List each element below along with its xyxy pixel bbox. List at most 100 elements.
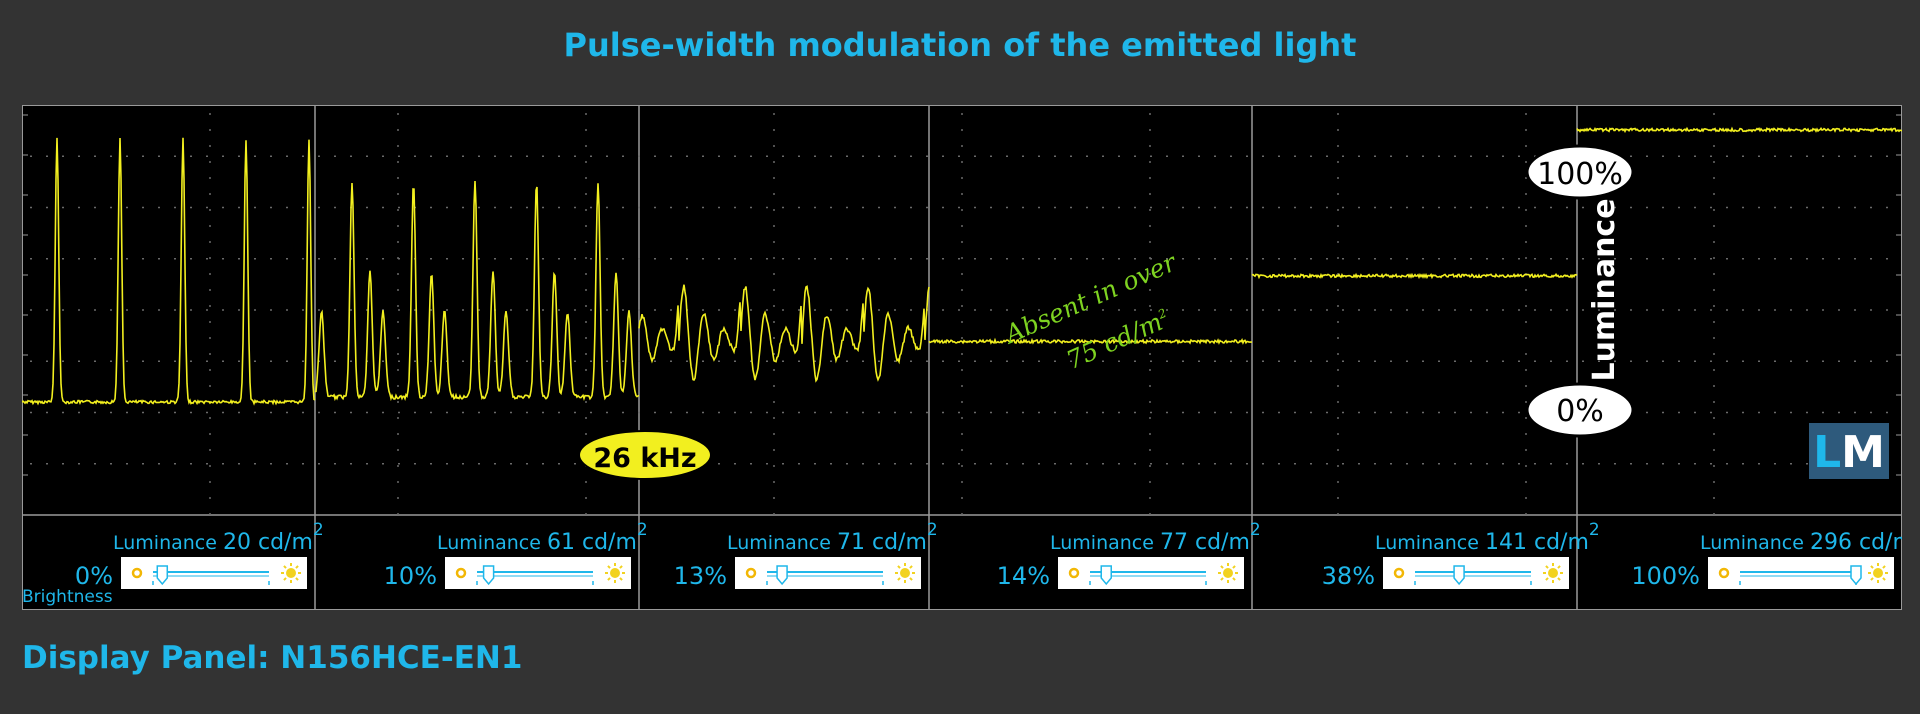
luminance-prefix: Luminance: [113, 532, 223, 554]
luminance-sup: 2: [637, 520, 648, 540]
luminance-label: Luminance 77 cd/m2: [1050, 520, 1261, 555]
luminance-label: Luminance 296 cd/m2: [1700, 520, 1902, 555]
luminance-label: Luminance 61 cd/m2: [437, 520, 648, 555]
luminance-prefix: Luminance: [437, 532, 547, 554]
luminance-label: Luminance 20 cd/m2: [113, 520, 324, 555]
lm-logo: LM: [1813, 427, 1885, 478]
scope-grid: [22, 105, 1902, 610]
luminance-sup: 2: [927, 520, 938, 540]
sun-ray: [1882, 577, 1886, 581]
luminance-sup: 2: [1589, 520, 1600, 540]
sun-ray: [1557, 577, 1561, 581]
sun-ray: [1545, 565, 1549, 569]
luminance-value: 296 cd/m: [1810, 530, 1902, 555]
dim-sun-icon: [455, 567, 467, 579]
sun-ray: [1870, 577, 1874, 581]
luminance-prefix: Luminance: [727, 532, 837, 554]
luminance-value: 141 cd/m: [1485, 530, 1589, 555]
dim-sun-icon: [745, 567, 757, 579]
bright-sun-icon: [1548, 568, 1558, 578]
sun-ray: [897, 577, 901, 581]
luminance-sup: 2: [1250, 520, 1261, 540]
brightness-caption: Brightness: [22, 587, 113, 607]
sun-ray: [619, 577, 623, 581]
sun-ray: [607, 565, 611, 569]
sun-ray: [1232, 577, 1236, 581]
slider-thumb: [156, 565, 169, 586]
sun-ray: [1557, 565, 1561, 569]
slider-thumb: [1453, 565, 1465, 586]
sun-ray: [909, 565, 913, 569]
sun-ray: [1220, 577, 1224, 581]
luminance-sup: 2: [313, 520, 324, 540]
sun-ray: [295, 565, 299, 569]
sun-ray: [897, 565, 901, 569]
brightness-value: 13%: [674, 562, 727, 590]
sun-ray: [1545, 577, 1549, 581]
marker-0-label: 0%: [1556, 394, 1604, 429]
dim-sun-icon: [1068, 567, 1080, 579]
marker-100-label: 100%: [1537, 157, 1623, 192]
bright-sun-icon: [610, 568, 620, 578]
y-axis-label: Luminance: [1587, 198, 1622, 381]
brightness-value: 10%: [384, 562, 437, 590]
luminance-prefix: Luminance: [1375, 532, 1485, 554]
dim-sun-icon: [1393, 567, 1405, 579]
waveform-series-1: [22, 137, 316, 406]
bright-sun-icon: [900, 568, 910, 578]
chart-title: Pulse-width modulation of the emitted li…: [563, 26, 1357, 64]
luminance-label: Luminance 71 cd/m2: [727, 520, 938, 555]
luminance-value: 77 cd/m: [1160, 530, 1250, 555]
dim-sun-icon: [1718, 567, 1730, 579]
lm-logo-box: [1809, 423, 1889, 479]
sun-ray: [607, 577, 611, 581]
bright-sun-icon: [1223, 568, 1233, 578]
display-panel-label: Display Panel: N156HCE-EN1: [22, 640, 523, 676]
sun-ray: [1882, 565, 1886, 569]
waveform-series-6: [1576, 126, 1902, 134]
luminance-prefix: Luminance: [1700, 532, 1810, 554]
waveform-series-2: [314, 180, 640, 402]
frequency-ellipse: [578, 430, 712, 480]
waveform-series-4: [928, 337, 1252, 345]
dim-sun-icon: [131, 567, 143, 579]
brightness-value: 38%: [1322, 562, 1375, 590]
sun-ray: [283, 565, 287, 569]
sun-ray: [1870, 565, 1874, 569]
sun-ray: [283, 577, 287, 581]
brightness-value: 14%: [997, 562, 1050, 590]
sun-ray: [1220, 565, 1224, 569]
waveform-series-5: [1251, 272, 1578, 280]
sun-ray: [909, 577, 913, 581]
luminance-label: Luminance 141 cd/m2: [1375, 520, 1600, 555]
frequency-label: 26 kHz: [593, 443, 696, 474]
marker-0-ellipse: [1525, 382, 1635, 438]
marker-100-ellipse: [1525, 144, 1635, 200]
sun-ray: [1232, 565, 1236, 569]
luminance-value: 61 cd/m: [547, 530, 637, 555]
slider-thumb: [776, 565, 788, 586]
waveform-traces: [22, 126, 1902, 406]
sun-ray: [295, 577, 299, 581]
panel-label-1: Luminance 20 cd/m20%Brightness: [22, 520, 324, 607]
panel-labels: Luminance 20 cd/m20%BrightnessLuminance …: [22, 520, 1902, 607]
oscilloscope-chart: Luminance 20 cd/m20%BrightnessLuminance …: [22, 105, 1902, 610]
brightness-value: 0%: [75, 562, 113, 590]
luminance-value: 71 cd/m: [837, 530, 927, 555]
brightness-value: 100%: [1631, 562, 1700, 590]
bright-sun-icon: [1873, 568, 1883, 578]
scope-border: [22, 105, 1902, 610]
sun-ray: [619, 565, 623, 569]
slider-thumb: [482, 565, 495, 586]
slider-thumb: [1100, 565, 1112, 586]
bright-sun-icon: [286, 568, 296, 578]
slider-thumb: [1850, 565, 1862, 586]
luminance-prefix: Luminance: [1050, 532, 1160, 554]
waveform-series-3: [638, 284, 930, 383]
luminance-value: 20 cd/m: [223, 530, 313, 555]
